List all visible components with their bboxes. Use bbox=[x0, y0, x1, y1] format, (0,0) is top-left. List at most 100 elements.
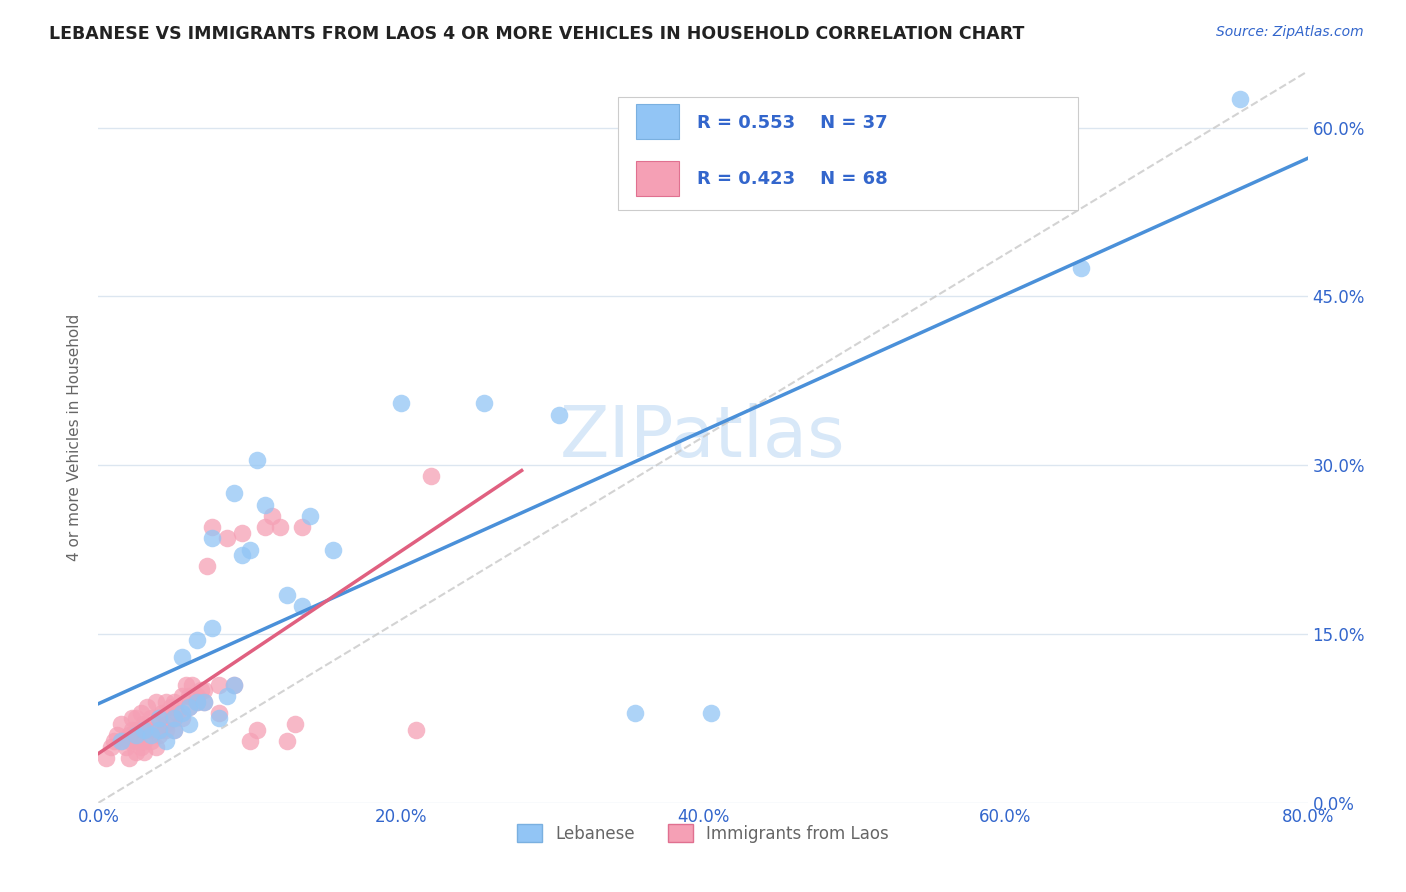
Point bbox=[389, 396, 412, 410]
Point bbox=[155, 734, 177, 748]
Bar bbox=[637, 104, 679, 139]
Point bbox=[170, 649, 193, 664]
Point bbox=[193, 683, 215, 698]
Point bbox=[148, 728, 170, 742]
Point bbox=[163, 711, 186, 725]
Point bbox=[166, 706, 188, 720]
Point bbox=[94, 751, 117, 765]
Point bbox=[276, 588, 298, 602]
Point bbox=[150, 706, 173, 720]
Point bbox=[208, 711, 231, 725]
Point bbox=[231, 548, 253, 562]
Point bbox=[163, 723, 186, 737]
Point bbox=[299, 508, 322, 523]
Point bbox=[224, 486, 246, 500]
Point bbox=[125, 745, 148, 759]
Point bbox=[163, 723, 186, 737]
Point bbox=[160, 700, 183, 714]
Point bbox=[170, 711, 193, 725]
Point bbox=[155, 723, 177, 737]
Point bbox=[110, 734, 132, 748]
Point bbox=[193, 694, 215, 708]
Point bbox=[215, 689, 238, 703]
Text: R = 0.423    N = 68: R = 0.423 N = 68 bbox=[697, 169, 887, 188]
Point bbox=[148, 723, 170, 737]
Text: Source: ZipAtlas.com: Source: ZipAtlas.com bbox=[1216, 25, 1364, 39]
Point bbox=[246, 452, 269, 467]
Point bbox=[141, 723, 163, 737]
Point bbox=[215, 532, 238, 546]
Point bbox=[170, 706, 193, 720]
Point bbox=[103, 734, 125, 748]
Point bbox=[186, 689, 208, 703]
Point bbox=[186, 694, 208, 708]
Point bbox=[624, 706, 647, 720]
Point bbox=[141, 728, 163, 742]
Point bbox=[141, 711, 163, 725]
Point bbox=[141, 734, 163, 748]
Point bbox=[145, 739, 167, 754]
Point bbox=[114, 739, 136, 754]
Point bbox=[132, 723, 155, 737]
Point bbox=[246, 723, 269, 737]
Point bbox=[420, 469, 443, 483]
Point bbox=[239, 734, 262, 748]
Point bbox=[291, 520, 314, 534]
Point bbox=[699, 706, 721, 720]
Point bbox=[201, 520, 224, 534]
Point bbox=[125, 734, 148, 748]
Point bbox=[135, 700, 157, 714]
Point bbox=[125, 711, 148, 725]
Point bbox=[118, 728, 141, 742]
Point bbox=[132, 734, 155, 748]
Point bbox=[239, 542, 262, 557]
Point bbox=[201, 621, 224, 635]
Point bbox=[179, 689, 201, 703]
Point bbox=[148, 723, 170, 737]
Point bbox=[118, 734, 141, 748]
Point bbox=[132, 717, 155, 731]
Point bbox=[148, 711, 170, 725]
Point bbox=[100, 739, 122, 754]
Point bbox=[322, 542, 344, 557]
Point bbox=[105, 728, 128, 742]
Point bbox=[231, 525, 253, 540]
Point bbox=[118, 751, 141, 765]
Point bbox=[179, 700, 201, 714]
Point bbox=[253, 520, 276, 534]
Point bbox=[208, 706, 231, 720]
Point bbox=[472, 396, 495, 410]
Legend: Lebanese, Immigrants from Laos: Lebanese, Immigrants from Laos bbox=[510, 818, 896, 849]
Point bbox=[163, 711, 186, 725]
Point bbox=[129, 706, 152, 720]
Point bbox=[179, 700, 201, 714]
Point bbox=[548, 408, 571, 422]
Point bbox=[195, 559, 218, 574]
Text: R = 0.553    N = 37: R = 0.553 N = 37 bbox=[697, 113, 887, 131]
Point bbox=[1229, 93, 1251, 107]
Point bbox=[125, 723, 148, 737]
Point bbox=[186, 632, 208, 647]
Point bbox=[208, 678, 231, 692]
Point bbox=[253, 498, 276, 512]
Point bbox=[121, 711, 143, 725]
Point bbox=[155, 694, 177, 708]
Point bbox=[110, 734, 132, 748]
Point bbox=[121, 723, 143, 737]
Point bbox=[132, 745, 155, 759]
Point bbox=[405, 723, 427, 737]
Point bbox=[132, 723, 155, 737]
Point bbox=[186, 694, 208, 708]
Point bbox=[193, 694, 215, 708]
Point bbox=[269, 520, 291, 534]
Point bbox=[284, 717, 307, 731]
Point bbox=[224, 678, 246, 692]
Text: ZIPatlas: ZIPatlas bbox=[560, 402, 846, 472]
Point bbox=[145, 694, 167, 708]
Point bbox=[148, 711, 170, 725]
FancyBboxPatch shape bbox=[619, 97, 1078, 211]
Point bbox=[163, 694, 186, 708]
Point bbox=[181, 678, 204, 692]
Point bbox=[276, 734, 298, 748]
Point bbox=[291, 599, 314, 613]
